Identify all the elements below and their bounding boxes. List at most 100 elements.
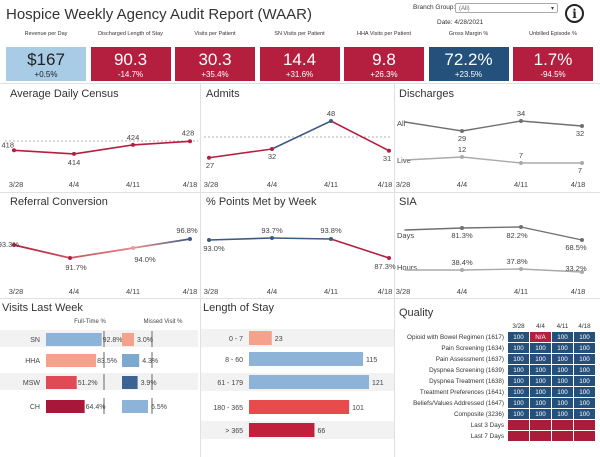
- quality-cell[interactable]: 100: [573, 408, 596, 420]
- quality-cell[interactable]: N/A: [529, 331, 552, 343]
- quality-cell[interactable]: [573, 419, 596, 431]
- series-label: All: [397, 119, 406, 128]
- kpi-label: Unbilled Episode %: [529, 31, 577, 37]
- quality-cell[interactable]: 100: [507, 331, 530, 343]
- quality-cell[interactable]: [551, 419, 574, 431]
- quality-cell[interactable]: 100: [529, 386, 552, 398]
- divider: [0, 298, 600, 299]
- kpi-tile[interactable]: 30.3 +35.4%: [175, 47, 255, 81]
- x-tick-label: 4/18: [378, 287, 393, 296]
- quality-cell[interactable]: 100: [529, 408, 552, 420]
- quality-cell[interactable]: 100: [573, 386, 596, 398]
- category-label: 8 - 60: [225, 357, 243, 364]
- panel-title-admits: Admits: [206, 88, 240, 100]
- quality-cell[interactable]: 100: [551, 331, 574, 343]
- quality-cell[interactable]: 100: [551, 353, 574, 365]
- quality-cell[interactable]: 100: [529, 375, 552, 387]
- kpi-tile[interactable]: 72.2% +23.5%: [428, 47, 509, 81]
- quality-cell[interactable]: 100: [507, 397, 530, 409]
- quality-cell[interactable]: 100: [551, 364, 574, 376]
- quality-cell[interactable]: 100: [529, 364, 552, 376]
- quality-cell[interactable]: [529, 430, 552, 442]
- quality-cell[interactable]: 100: [551, 375, 574, 387]
- kpi-change: +23.5%: [454, 70, 483, 79]
- quality-cell[interactable]: 100: [573, 397, 596, 409]
- x-tick-label: 4/11: [514, 287, 528, 296]
- quality-cell[interactable]: [529, 419, 552, 431]
- series-line: [520, 120, 583, 127]
- x-tick-label: 4/18: [571, 180, 586, 189]
- divider: [200, 84, 201, 457]
- quality-cell[interactable]: 100: [507, 386, 530, 398]
- data-label: 37.8%: [506, 257, 528, 266]
- quality-cell[interactable]: 100: [529, 353, 552, 365]
- series-label: Hours: [397, 263, 417, 272]
- kpi-change: -14.7%: [117, 70, 144, 79]
- series-line: [461, 156, 522, 164]
- data-point: [188, 237, 192, 241]
- divider: [0, 192, 600, 193]
- data-label: 6.5%: [151, 404, 167, 411]
- quality-row: Last 7 Days: [396, 430, 596, 442]
- quality-cell[interactable]: 100: [573, 331, 596, 343]
- data-point: [270, 147, 274, 151]
- quality-cell[interactable]: 100: [507, 408, 530, 420]
- quality-cell[interactable]: [507, 430, 530, 442]
- quality-cell[interactable]: 100: [573, 342, 596, 354]
- quality-cell[interactable]: [551, 430, 574, 442]
- bar-missed-visit: [122, 376, 138, 389]
- data-point: [12, 243, 16, 247]
- data-label: 3.9%: [141, 380, 157, 387]
- quality-column-header: 4/11: [556, 322, 569, 330]
- info-icon[interactable]: i: [565, 4, 584, 23]
- quality-cell[interactable]: 100: [551, 342, 574, 354]
- quality-cell[interactable]: 100: [551, 397, 574, 409]
- quality-cell[interactable]: 100: [529, 397, 552, 409]
- quality-column-header: 3/28: [512, 322, 525, 330]
- report-date: Date: 4/28/2021: [437, 19, 484, 26]
- x-tick-label: 4/18: [378, 180, 393, 189]
- x-tick-label: 4/4: [457, 180, 467, 189]
- quality-cell[interactable]: 100: [507, 353, 530, 365]
- category-label: HHA: [25, 358, 40, 365]
- data-label: 48: [327, 109, 335, 118]
- branch-group-select[interactable]: (All) ▾: [455, 3, 558, 13]
- quality-cell[interactable]: 100: [573, 353, 596, 365]
- data-point: [519, 119, 523, 123]
- data-label: 12: [458, 145, 466, 154]
- x-tick-label: 3/28: [204, 180, 219, 189]
- series-line: [461, 120, 522, 132]
- kpi-tile[interactable]: $167 +0.5%: [6, 47, 86, 81]
- series-line: [520, 226, 583, 241]
- data-point: [580, 124, 584, 128]
- quality-cell[interactable]: 100: [507, 342, 530, 354]
- x-tick-label: 3/28: [396, 180, 411, 189]
- x-tick-label: 4/18: [183, 180, 198, 189]
- data-label: 66: [317, 428, 325, 435]
- quality-cell[interactable]: 100: [573, 375, 596, 387]
- quality-cell[interactable]: 100: [551, 386, 574, 398]
- data-label: 414: [68, 158, 81, 167]
- series-line: [132, 140, 191, 146]
- kpi-tile[interactable]: 90.3 -14.7%: [90, 47, 171, 81]
- kpi-tile[interactable]: 1.7% -94.5%: [513, 47, 593, 81]
- data-point: [12, 148, 16, 153]
- series-line: [330, 238, 390, 259]
- quality-column-header: 4/4: [536, 322, 545, 330]
- quality-cell[interactable]: [573, 430, 596, 442]
- kpi-value: 90.3: [113, 50, 148, 69]
- quality-cell[interactable]: 100: [573, 364, 596, 376]
- kpi-tile[interactable]: 9.8 +26.3%: [344, 47, 424, 81]
- quality-cell[interactable]: 100: [529, 342, 552, 354]
- series-line: [330, 120, 390, 152]
- data-label: 91.7%: [65, 263, 87, 272]
- quality-cell[interactable]: [507, 419, 530, 431]
- quality-cell[interactable]: 100: [551, 408, 574, 420]
- data-label: 424: [127, 133, 140, 142]
- quality-cell[interactable]: 100: [507, 375, 530, 387]
- data-label: 32: [268, 152, 276, 161]
- kpi-tile[interactable]: 14.4 +31.6%: [259, 47, 340, 81]
- category-label: > 365: [225, 428, 243, 435]
- quality-row: Treatment Preferences (1641) 100 100 100 100: [396, 386, 596, 398]
- quality-cell[interactable]: 100: [507, 364, 530, 376]
